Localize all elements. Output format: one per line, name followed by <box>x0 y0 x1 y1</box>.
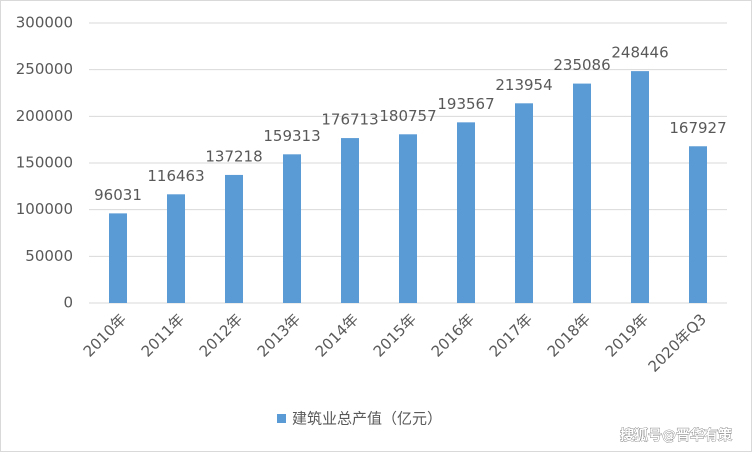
bar <box>631 71 649 303</box>
bar <box>283 154 301 303</box>
data-label: 235086 <box>553 56 610 74</box>
y-tick-label: 200000 <box>16 107 73 125</box>
data-label: 213954 <box>495 76 552 94</box>
data-label: 248446 <box>611 44 668 62</box>
data-label: 137218 <box>205 147 262 165</box>
bar <box>109 213 127 303</box>
bar <box>167 194 185 303</box>
bar <box>457 122 475 303</box>
legend-label: 建筑业总产值（亿元） <box>292 410 442 428</box>
y-tick-label: 100000 <box>16 200 73 218</box>
bar <box>573 83 591 304</box>
bar <box>689 146 707 303</box>
y-tick-label: 250000 <box>16 60 73 78</box>
y-tick-label: 300000 <box>16 14 73 32</box>
data-label: 116463 <box>147 167 204 185</box>
data-label: 96031 <box>94 186 142 204</box>
y-tick-label: 0 <box>63 294 73 312</box>
bar <box>341 138 359 303</box>
bar <box>515 103 533 303</box>
watermark: 搜狐号@晋华有策 <box>620 427 733 444</box>
data-label: 180757 <box>379 107 436 125</box>
y-tick-label: 50000 <box>25 247 73 265</box>
y-tick-label: 150000 <box>16 154 73 172</box>
data-label: 176713 <box>321 111 378 129</box>
bar <box>399 134 417 303</box>
bar <box>225 174 243 303</box>
legend-marker <box>277 414 286 423</box>
data-label: 167927 <box>669 119 726 137</box>
data-label: 193567 <box>437 95 494 113</box>
data-label: 159313 <box>263 127 320 145</box>
